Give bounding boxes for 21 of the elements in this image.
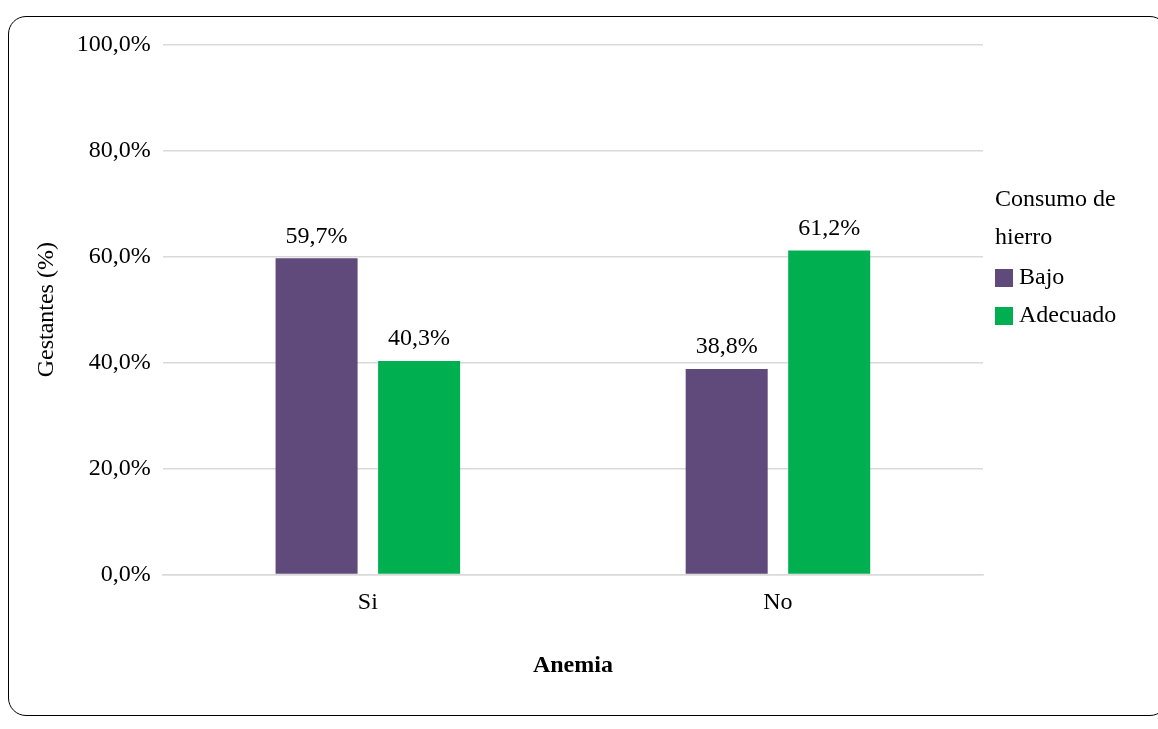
legend-label: Adecuado xyxy=(1019,301,1117,328)
y-tick-label: 100,0% xyxy=(76,30,151,57)
x-tick-label: Si xyxy=(357,588,379,615)
data-label: 61,2% xyxy=(798,213,861,240)
y-axis-title: Gestantes (%) xyxy=(31,242,58,378)
data-label: 38,8% xyxy=(695,332,758,359)
y-tick-label: 0,0% xyxy=(100,559,151,586)
y-tick-label: 40,0% xyxy=(88,347,151,374)
legend-label: Bajo xyxy=(1019,263,1065,290)
bar xyxy=(788,250,871,574)
bar xyxy=(275,258,358,574)
legend-title: Consumo de hierro xyxy=(995,185,1116,250)
data-label: 59,7% xyxy=(285,221,348,248)
data-label: 40,3% xyxy=(388,324,451,351)
y-tick-label: 80,0% xyxy=(88,136,151,163)
y-tick-label: 20,0% xyxy=(88,453,151,480)
x-axis-title: Anemia xyxy=(532,650,613,677)
bar xyxy=(685,368,768,574)
x-tick-label: No xyxy=(763,588,793,615)
bar xyxy=(378,361,461,574)
y-tick-label: 60,0% xyxy=(88,242,151,269)
